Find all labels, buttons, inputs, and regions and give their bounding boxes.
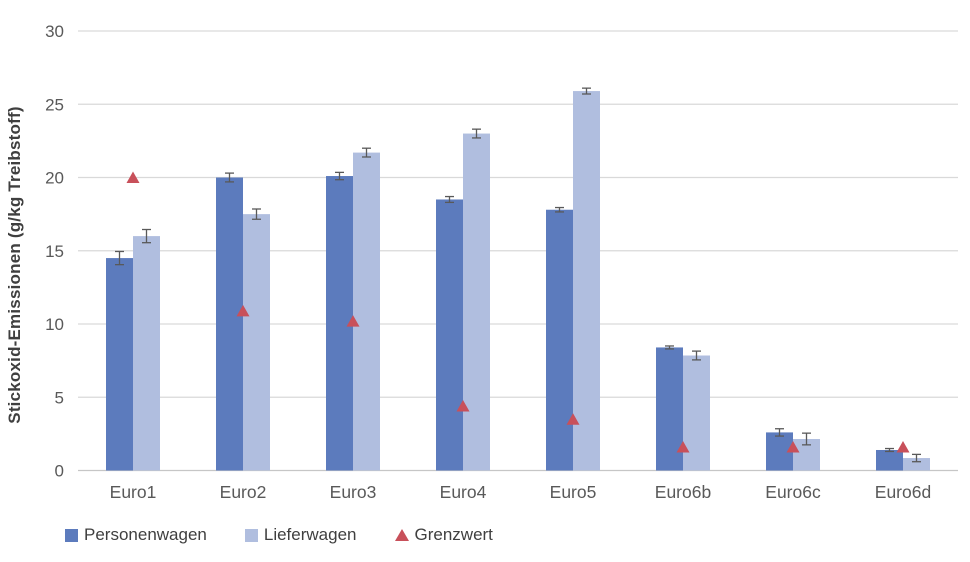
legend-label-lieferwagen: Lieferwagen [263,525,357,544]
grenzwert-triangle-icon [394,529,409,541]
y-tick-label-15: 15 [45,242,64,261]
grenzwert-marker-euro6c [786,441,800,453]
y-tick-label-10: 10 [45,315,64,334]
personenwagen-swatch-icon [65,528,78,542]
legend-item-personenwagen: Personenwagen [65,525,207,545]
grenzwert-marker-euro6b [676,441,690,453]
grenzwert-marker-euro4 [456,400,470,412]
grenzwert-marker-euro3 [346,315,360,327]
y-tick-label-20: 20 [45,169,64,188]
bar-lieferwagen-euro4 [463,133,490,471]
bar-personenwagen-euro4 [436,199,463,471]
legend-label-personenwagen: Personenwagen [84,525,207,544]
x-category-label-euro4: Euro4 [440,482,487,502]
legend: Personenwagen Lieferwagen Grenzwert [65,525,493,545]
bar-personenwagen-euro1 [106,258,133,471]
y-tick-label-30: 30 [45,22,64,41]
legend-item-lieferwagen: Lieferwagen [244,525,357,545]
y-tick-label-0: 0 [55,462,64,481]
bar-lieferwagen-euro1 [133,236,160,471]
x-category-label-euro5: Euro5 [550,482,597,502]
bar-lieferwagen-euro3 [353,152,380,471]
grenzwert-marker-euro2 [236,304,250,317]
x-category-label-euro3: Euro3 [330,482,377,502]
x-category-label-euro6b: Euro6b [655,482,711,502]
bar-personenwagen-euro6d [876,449,903,471]
y-tick-label-25: 25 [45,95,64,114]
bar-lieferwagen-euro6b [683,355,710,471]
grenzwert-marker-euro5 [566,413,580,425]
bar-personenwagen-euro2 [216,177,243,471]
lieferwagen-swatch-icon [244,528,258,542]
legend-item-grenzwert: Grenzwert [394,525,493,545]
y-tick-label-5: 5 [55,388,64,407]
grenzwert-marker-euro1 [126,171,140,183]
grenzwert-marker-euro6d [896,441,910,453]
x-category-label-euro6c: Euro6c [765,482,821,502]
bar-personenwagen-euro5 [546,209,573,471]
bar-lieferwagen-euro6d [903,458,930,471]
bar-lieferwagen-euro5 [573,91,600,471]
x-category-label-euro2: Euro2 [220,482,267,502]
x-category-label-euro6d: Euro6d [875,482,931,502]
legend-label-grenzwert: Grenzwert [414,525,493,544]
x-category-label-euro1: Euro1 [110,482,157,502]
bar-lieferwagen-euro2 [243,214,270,471]
